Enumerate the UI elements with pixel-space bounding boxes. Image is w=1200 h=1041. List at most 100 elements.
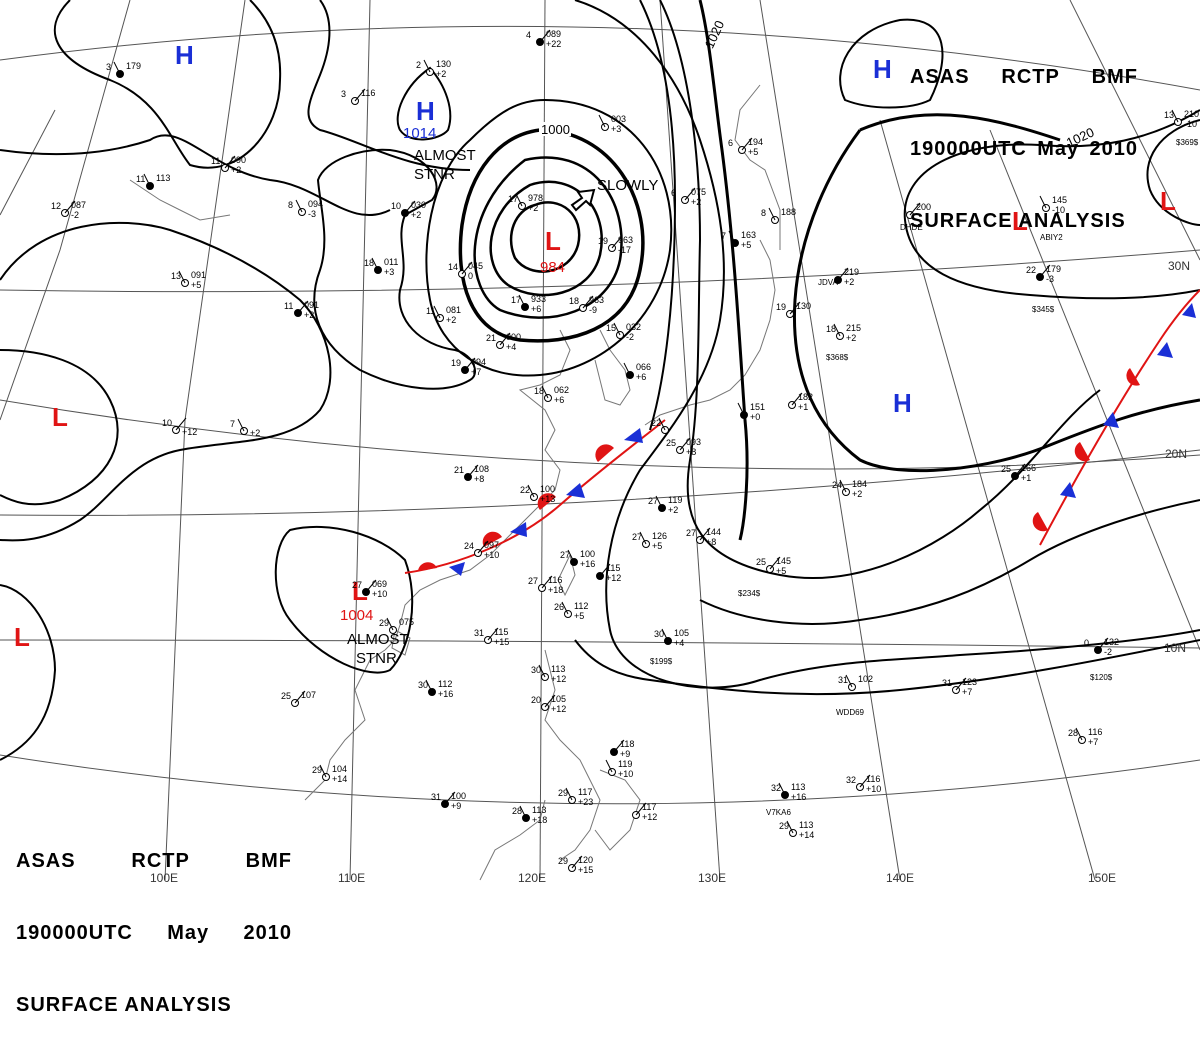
latitude-label: 30N	[1168, 259, 1190, 273]
station-pressure: 107	[301, 690, 316, 700]
station-pressure: 090	[231, 155, 246, 165]
station-pressure: 126	[652, 531, 667, 541]
station-temperature: 17	[508, 194, 518, 204]
coastline-japan	[644, 239, 776, 426]
station-temperature: 25	[666, 438, 676, 448]
wind-barb	[613, 322, 621, 336]
wind-barb	[464, 357, 476, 371]
station-tendency: +8	[686, 447, 696, 457]
front-line	[404, 419, 666, 574]
almost-stnr-north: ALMOST STNR	[414, 147, 476, 183]
wind-barb	[623, 362, 631, 376]
station-temperature: 12	[51, 201, 61, 211]
station-temperature: 10	[391, 201, 401, 211]
station-temperature: 4	[526, 30, 531, 40]
station-tendency: +12	[551, 704, 566, 714]
station-temperature: 31	[431, 792, 441, 802]
coastline-korea	[594, 329, 631, 406]
high-center-label: H	[873, 54, 892, 84]
station-pressure: 011	[384, 257, 398, 267]
longitude-line	[989, 129, 1200, 651]
station-tendency: +2	[436, 69, 446, 79]
station-temperature: 11	[426, 306, 435, 316]
station-tendency: +10	[484, 550, 499, 560]
station-plot: 30 113+12	[531, 664, 566, 684]
station-temperature: 30	[418, 680, 428, 690]
station-pressure: 116	[361, 88, 375, 98]
station-pressure: 118	[620, 739, 634, 749]
station-temperature: 28	[1068, 728, 1078, 738]
low-center-label: L	[1012, 206, 1028, 236]
low-center-label: L	[352, 576, 368, 606]
station-plot: 32 113+16	[771, 782, 806, 802]
station-tendency: +2	[250, 428, 260, 438]
station-plot: 24 184+2	[832, 479, 867, 499]
station-tendency: +12	[182, 427, 197, 437]
station-temperature: 29	[558, 856, 568, 866]
header-year: 2010	[243, 922, 292, 944]
longitude-line	[0, 109, 56, 216]
station-plot: 11 081+2	[426, 305, 461, 325]
wind-barb	[635, 802, 647, 816]
station-tendency: +10	[618, 769, 633, 779]
movement-arrow	[570, 188, 596, 212]
isobar-1020-a	[659, 0, 1101, 579]
station-plot: 6 194+5	[728, 137, 763, 157]
station-temperature: 0	[1084, 638, 1089, 648]
wind-barb	[839, 479, 847, 493]
wind-barb	[518, 294, 526, 308]
station-plot: 11 091+2	[284, 300, 319, 320]
station-pressure: 132	[1104, 637, 1119, 647]
isobar-1016-east	[903, 109, 1200, 300]
wind-barb	[354, 88, 366, 102]
station-temperature: 18	[826, 324, 836, 334]
station-plot: 27 119+2	[648, 495, 682, 515]
warm-front-semicircle	[537, 493, 556, 510]
station-plot: 28 113+18	[512, 805, 547, 825]
isobar-main-1008	[0, 134, 391, 216]
station-plot: 17 978+2	[508, 193, 543, 213]
station-pressure: 151	[750, 402, 765, 412]
station-tendency: +5	[574, 611, 584, 621]
cold-front-triangle	[510, 522, 527, 537]
wind-barb	[737, 402, 745, 416]
station-pressure: 097	[484, 540, 499, 550]
ship-id-label: $199$	[650, 657, 673, 666]
station-temperature: 3	[341, 89, 346, 99]
station-tendency: +16	[438, 689, 453, 699]
station-tendency: +0	[750, 412, 760, 422]
station-plot: 22 179-3	[1026, 264, 1061, 284]
longitude-line	[879, 119, 1096, 881]
station-pressure: 100	[451, 791, 466, 801]
station-plot: 18 062+6	[534, 385, 569, 405]
station-temperature: 21	[486, 333, 496, 343]
slowly-label: SLOWLY	[597, 177, 658, 194]
station-tendency: +7	[471, 367, 481, 377]
station-temperature: 11	[284, 301, 293, 311]
station-pressure: 963	[589, 295, 604, 305]
station-tendency: +14	[799, 830, 814, 840]
station-temperature: 30	[531, 665, 541, 675]
wind-barb	[567, 549, 575, 563]
station-pressure: 933	[531, 294, 546, 304]
wind-barb	[837, 267, 849, 281]
station-pressure: 112	[438, 679, 452, 689]
station-pressure: 089	[546, 29, 561, 39]
station-temperature: 15	[606, 323, 616, 333]
station-tendency: +12	[606, 573, 621, 583]
latitude-line	[0, 249, 1200, 293]
isobar-1020-b	[698, 0, 749, 541]
station-tendency: -17	[618, 245, 631, 255]
header-agency: ASAS	[910, 66, 970, 88]
station-pressure: 219	[844, 267, 859, 277]
station-temperature: 31	[838, 675, 848, 685]
station-plot: 25 107	[281, 690, 316, 707]
station-temperature: 3	[106, 62, 111, 72]
station-plot: 29 117+23	[558, 787, 593, 807]
low-center-label: L	[52, 402, 68, 432]
station-pressure: 091	[191, 270, 206, 280]
station-plot: 3 179	[106, 61, 141, 78]
warm-front-semicircle	[1074, 442, 1090, 462]
station-tendency: +1	[1021, 473, 1031, 483]
